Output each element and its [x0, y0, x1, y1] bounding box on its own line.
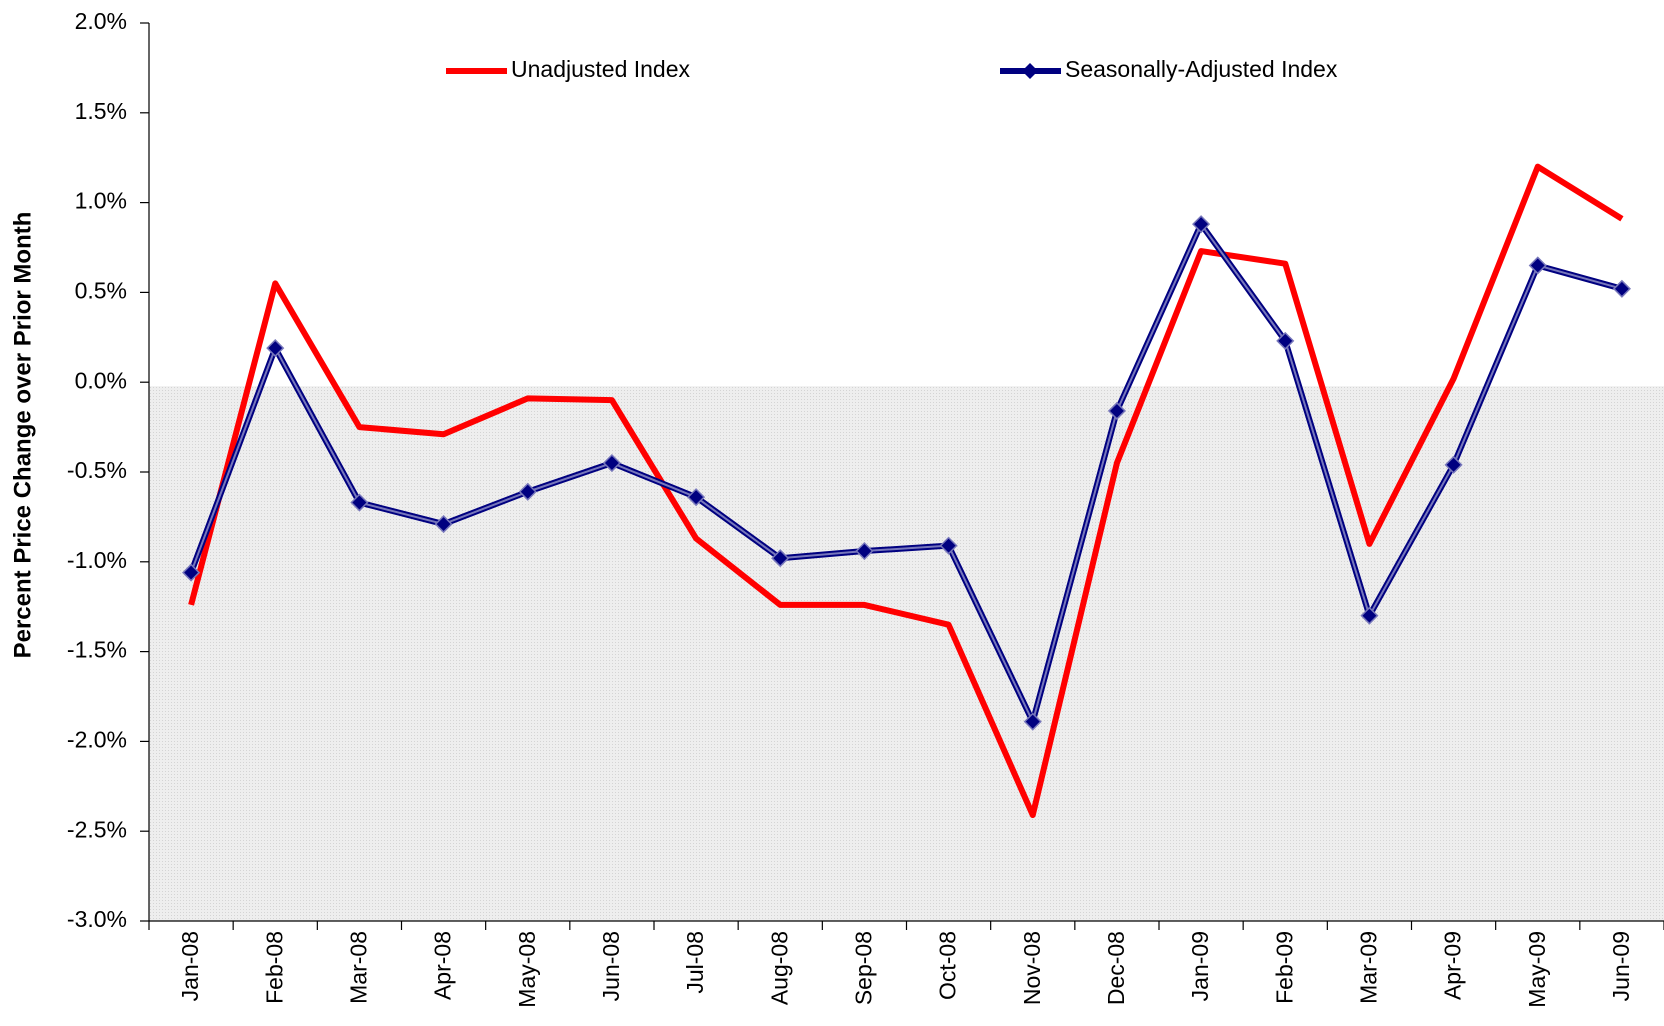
y-tick-label: -1.5%	[67, 637, 127, 663]
marker	[434, 515, 453, 534]
x-tick-label: Feb-09	[1271, 931, 1297, 1004]
x-tick-label: Apr-09	[1440, 931, 1466, 1000]
y-tick-label: -3.0%	[67, 906, 127, 932]
marker	[939, 536, 958, 555]
marker	[1528, 256, 1547, 275]
marker	[687, 488, 706, 507]
series-line	[188, 163, 1624, 819]
x-tick-label: Oct-08	[935, 931, 961, 1000]
marker	[1276, 331, 1295, 350]
marker	[1107, 401, 1126, 420]
marker	[266, 339, 285, 358]
marker	[1444, 455, 1463, 474]
y-tick-label: -0.5%	[67, 457, 127, 483]
x-tick-label: Jun-09	[1608, 931, 1634, 1001]
x-tick-label: May-09	[1524, 931, 1550, 1008]
marker	[182, 563, 201, 582]
marker	[1360, 606, 1379, 625]
x-tick-label: Feb-08	[261, 931, 287, 1004]
x-tick-label: Jan-09	[1187, 931, 1213, 1001]
marker	[518, 482, 537, 501]
marker	[855, 541, 874, 561]
y-tick-label: 0.5%	[75, 277, 127, 303]
y-tick-label: 1.0%	[75, 188, 127, 214]
x-tick-label: Sep-08	[850, 931, 876, 1005]
marker	[602, 453, 621, 473]
legend-marker	[1022, 63, 1038, 79]
marker	[1612, 279, 1631, 298]
marker	[1023, 712, 1042, 731]
legend-label: Seasonally-Adjusted Index	[1065, 56, 1338, 82]
y-tick-label: -2.0%	[67, 726, 127, 752]
x-tick-label: May-08	[514, 931, 540, 1008]
y-tick-label: 0.0%	[75, 367, 127, 393]
y-tick-label: -2.5%	[67, 816, 127, 842]
x-tick-label: Jan-08	[177, 931, 203, 1001]
y-tick-label: 2.0%	[75, 8, 127, 34]
marker	[350, 493, 369, 512]
negative-zone	[149, 386, 1664, 921]
y-tick-label: 1.5%	[75, 98, 127, 124]
x-tick-label: Mar-08	[345, 931, 371, 1004]
x-tick-label: Mar-09	[1355, 931, 1381, 1004]
x-tick-label: Jul-08	[682, 931, 708, 994]
marker	[1192, 215, 1211, 234]
x-tick-label: Jun-08	[598, 931, 624, 1001]
x-tick-label: Apr-08	[430, 931, 456, 1000]
legend-label: Unadjusted Index	[511, 56, 691, 82]
x-tick-label: Nov-08	[1019, 931, 1045, 1005]
x-tick-label: Aug-08	[766, 931, 792, 1005]
y-tick-label: -1.0%	[67, 547, 127, 573]
marker	[771, 549, 790, 568]
series-line-highlight	[190, 223, 1623, 723]
y-axis-title: Percent Price Change over Prior Month	[9, 212, 36, 659]
x-tick-label: Dec-08	[1103, 931, 1129, 1005]
